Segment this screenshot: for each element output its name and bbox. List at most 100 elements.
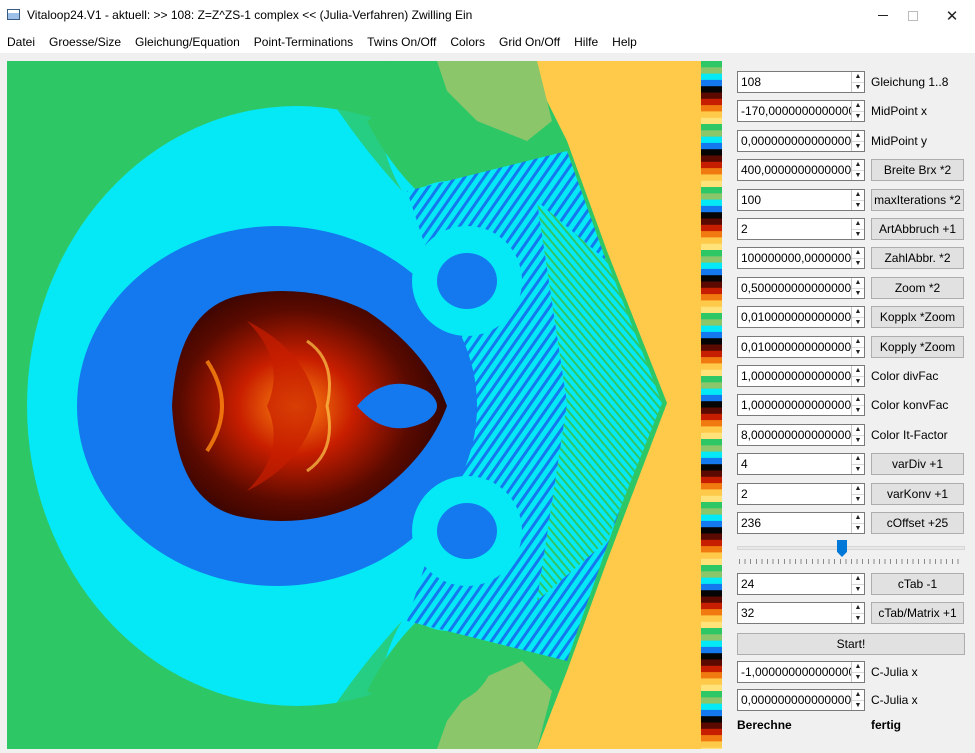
control-2-spinbox-value[interactable]: 0,0000000000000000: [741, 134, 851, 148]
control-10-spinbox-value[interactable]: 1,0000000000000000: [741, 369, 851, 383]
control-lower-0-button[interactable]: cTab -1: [871, 573, 964, 595]
color-offset-slider[interactable]: [737, 539, 965, 565]
control-0-spinbox-value[interactable]: 108: [741, 75, 762, 89]
spin-up-icon[interactable]: ▲: [852, 248, 864, 259]
control-0-spinbox[interactable]: 108 ▲ ▼: [737, 71, 865, 93]
control-13-spinbox[interactable]: 4 ▲ ▼: [737, 453, 865, 475]
control-5-button[interactable]: ArtAbbruch +1: [871, 218, 964, 240]
control-5-spinbox-value[interactable]: 2: [741, 222, 748, 236]
control-13-button[interactable]: varDiv +1: [871, 453, 964, 475]
spin-down-icon[interactable]: ▼: [854, 201, 862, 209]
control-14-button[interactable]: varKonv +1: [871, 483, 964, 505]
spin-down-icon[interactable]: ▼: [854, 436, 862, 444]
menu-gleichung[interactable]: Gleichung/Equation: [135, 35, 240, 49]
control-1-spinbox[interactable]: -170,000000000000000▲▼: [737, 100, 865, 122]
control-lower-1-spinbox-value[interactable]: 32: [741, 606, 755, 620]
spin-down-icon[interactable]: ▼: [854, 112, 862, 120]
control-4-spinbox[interactable]: 100 ▲ ▼: [737, 189, 865, 211]
spin-down-icon[interactable]: ▼: [854, 142, 862, 150]
control-11-spinbox[interactable]: 1,0000000000000000 ▲ ▼: [737, 394, 865, 416]
spin-up-icon[interactable]: ▲: [852, 425, 864, 436]
spin-down-icon[interactable]: ▼: [854, 171, 862, 179]
control-6-spinbox[interactable]: 100000000,000000000▲▼: [737, 247, 865, 269]
control-2-spinbox[interactable]: 0,0000000000000000 ▲ ▼: [737, 130, 865, 152]
spin-down-icon[interactable]: ▼: [854, 585, 862, 593]
control-15-button[interactable]: cOffset +25: [871, 512, 964, 534]
spin-up-icon[interactable]: ▲: [852, 662, 864, 673]
spin-up-icon[interactable]: ▲: [852, 484, 864, 495]
spin-down-icon[interactable]: ▼: [854, 348, 862, 356]
spin-down-icon[interactable]: ▼: [854, 230, 862, 238]
spin-down-icon[interactable]: ▼: [854, 701, 862, 709]
spin-down-icon[interactable]: ▼: [854, 673, 862, 681]
menu-point-terminations[interactable]: Point-Terminations: [253, 35, 354, 49]
menu-twins[interactable]: Twins On/Off: [367, 35, 437, 49]
menu-hilfe[interactable]: Hilfe: [574, 35, 599, 49]
control-6-spinbox-value[interactable]: 100000000,000000000: [741, 251, 851, 265]
spin-down-icon[interactable]: ▼: [854, 495, 862, 503]
spin-up-icon[interactable]: ▲: [852, 395, 864, 406]
fractal-canvas[interactable]: [7, 61, 701, 749]
control-11-spinbox-value[interactable]: 1,0000000000000000: [741, 398, 851, 412]
spin-up-icon[interactable]: ▲: [852, 513, 864, 524]
start-button[interactable]: Start!: [737, 633, 965, 655]
control-3-button[interactable]: Breite Brx *2: [871, 159, 964, 181]
control-8-spinbox[interactable]: 0,0100000000000000 ▲ ▼: [737, 306, 865, 328]
control-8-spinbox-value[interactable]: 0,0100000000000000: [741, 310, 851, 324]
spin-up-icon[interactable]: ▲: [852, 337, 864, 348]
slider-thumb[interactable]: [837, 540, 847, 557]
control-8-button[interactable]: Kopplx *Zoom: [871, 306, 964, 328]
menu-colors[interactable]: Colors: [450, 35, 485, 49]
control-13-spinbox-value[interactable]: 4: [741, 457, 748, 471]
spin-up-icon[interactable]: ▲: [852, 574, 864, 585]
control-9-button[interactable]: Kopply *Zoom: [871, 336, 964, 358]
control-lower-1-button[interactable]: cTab/Matrix +1: [871, 602, 964, 624]
close-icon[interactable]: ✕: [945, 6, 959, 25]
control-14-spinbox-value[interactable]: 2: [741, 487, 748, 501]
menu-datei[interactable]: Datei: [7, 35, 36, 49]
spin-up-icon[interactable]: ▲: [852, 690, 864, 701]
spin-up-icon[interactable]: ▲: [852, 307, 864, 318]
spin-up-icon[interactable]: ▲: [852, 131, 864, 142]
control-7-spinbox-value[interactable]: 0,5000000000000000: [741, 281, 851, 295]
control-3-spinbox-value[interactable]: 400,000000000000000: [741, 163, 851, 177]
spin-up-icon[interactable]: ▲: [852, 72, 864, 83]
minimize-icon[interactable]: [860, 0, 906, 31]
spin-down-icon[interactable]: ▼: [854, 406, 862, 414]
control-14-spinbox[interactable]: 2 ▲ ▼: [737, 483, 865, 505]
spin-down-icon[interactable]: ▼: [854, 259, 862, 267]
spin-up-icon[interactable]: ▲: [852, 454, 864, 465]
control-4-button[interactable]: maxIterations *2: [871, 189, 964, 211]
spin-up-icon[interactable]: ▲: [852, 278, 864, 289]
control-7-spinbox[interactable]: 0,5000000000000000 ▲ ▼: [737, 277, 865, 299]
control-6-button[interactable]: ZahlAbbr. *2: [871, 247, 964, 269]
spin-up-icon[interactable]: ▲: [852, 219, 864, 230]
julia-1-spinbox-value[interactable]: 0,0000000000000000: [741, 693, 851, 707]
spin-up-icon[interactable]: ▲: [852, 101, 864, 112]
spin-up-icon[interactable]: ▲: [852, 366, 864, 377]
spin-up-icon[interactable]: ▲: [852, 190, 864, 201]
control-4-spinbox-value[interactable]: 100: [741, 193, 762, 207]
control-3-spinbox[interactable]: 400,000000000000000▲▼: [737, 159, 865, 181]
spin-down-icon[interactable]: ▼: [854, 318, 862, 326]
control-12-spinbox[interactable]: 8,0000000000000000 ▲ ▼: [737, 424, 865, 446]
control-10-spinbox[interactable]: 1,0000000000000000 ▲ ▼: [737, 365, 865, 387]
control-5-spinbox[interactable]: 2 ▲ ▼: [737, 218, 865, 240]
control-9-spinbox-value[interactable]: 0,0100000000000000: [741, 340, 851, 354]
julia-0-spinbox[interactable]: -1,0000000000000000 ▲ ▼: [737, 661, 865, 683]
control-lower-0-spinbox-value[interactable]: 24: [741, 577, 755, 591]
menu-help[interactable]: Help: [612, 35, 637, 49]
control-15-spinbox[interactable]: 236 ▲ ▼: [737, 512, 865, 534]
spin-down-icon[interactable]: ▼: [854, 83, 862, 91]
control-lower-0-spinbox[interactable]: 24 ▲ ▼: [737, 573, 865, 595]
control-7-button[interactable]: Zoom *2: [871, 277, 964, 299]
spin-down-icon[interactable]: ▼: [854, 377, 862, 385]
control-15-spinbox-value[interactable]: 236: [741, 516, 762, 530]
spin-down-icon[interactable]: ▼: [854, 465, 862, 473]
control-lower-1-spinbox[interactable]: 32 ▲ ▼: [737, 602, 865, 624]
spin-down-icon[interactable]: ▼: [854, 524, 862, 532]
control-1-spinbox-value[interactable]: -170,000000000000000: [741, 104, 851, 118]
maximize-icon[interactable]: [890, 0, 936, 31]
julia-1-spinbox[interactable]: 0,0000000000000000 ▲ ▼: [737, 689, 865, 711]
julia-0-spinbox-value[interactable]: -1,0000000000000000: [741, 665, 851, 679]
